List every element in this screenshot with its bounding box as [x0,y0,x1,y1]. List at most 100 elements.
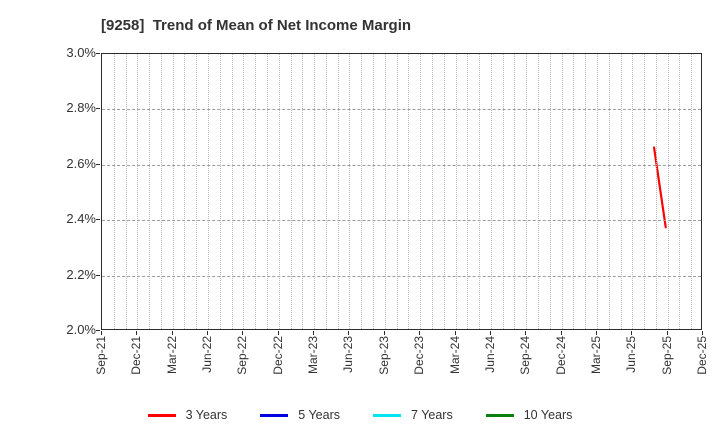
x-tick-label: Jun-22 [200,336,215,373]
gridline-vertical [549,54,551,329]
tick-mark [489,331,491,335]
x-tick-label: Mar-22 [164,336,179,375]
tick-mark [560,331,562,335]
gridline-vertical [514,54,516,329]
x-tick-label: Dec-23 [412,336,427,375]
x-tick-label: Dec-24 [553,336,568,375]
gridline-vertical [455,54,457,329]
gridline-vertical [208,54,210,329]
gridline-vertical [585,54,587,329]
gridline-vertical [538,54,540,329]
legend-label: 10 Years [523,408,573,422]
legend-item-5-years: 5 Years [260,408,340,422]
gridline-vertical [373,54,375,329]
tick-mark [136,331,138,335]
tick-mark [96,163,100,165]
tick-mark [101,331,102,335]
plot-area [101,53,702,330]
x-tick-label: Mar-23 [306,336,321,375]
tick-mark [595,331,597,335]
gridline-vertical [184,54,186,329]
legend-label: 3 Years [185,408,228,422]
tick-mark [96,53,100,54]
y-tick-label: 2.4% [66,211,96,227]
gridline-vertical [408,54,410,329]
tick-mark [525,331,527,335]
gridline-horizontal [102,275,701,277]
gridline-vertical [502,54,504,329]
gridline-vertical [113,54,115,329]
gridline-vertical [255,54,257,329]
gridline-vertical [620,54,622,329]
x-tick-label: Dec-25 [695,336,709,375]
gridline-vertical [302,54,304,329]
gridline-vertical [137,54,139,329]
legend: 3 Years 5 Years 7 Years 10 Years [0,404,720,426]
tick-mark [313,331,315,335]
gridline-vertical [644,54,646,329]
legend-line-swatch [485,413,514,417]
gridline-vertical [160,54,162,329]
tick-mark [666,331,668,335]
legend-item-10-years: 10 Years [485,408,573,422]
y-tick-label: 2.2% [66,266,96,282]
gridline-vertical [172,54,174,329]
x-tick-label: Mar-24 [447,336,462,375]
y-tick-label: 2.8% [66,100,96,116]
gridline-vertical [467,54,469,329]
tick-mark [96,330,100,331]
tick-mark [702,331,703,335]
gridline-vertical [149,54,151,329]
gridline-vertical [479,54,481,329]
tick-mark [96,219,100,221]
y-tick-label: 2.6% [66,155,96,171]
gridline-vertical [632,54,634,329]
gridline-vertical [490,54,492,329]
legend-line-swatch [147,413,176,417]
gridline-vertical [231,54,233,329]
gridline-vertical [361,54,363,329]
gridline-vertical [396,54,398,329]
gridline-vertical [196,54,198,329]
tick-mark [419,331,421,335]
x-tick-label: Jun-24 [482,336,497,373]
tick-mark [96,274,100,276]
gridline-vertical [655,54,657,329]
tick-mark [242,331,244,335]
legend-line-swatch [260,413,289,417]
legend-line-swatch [373,413,402,417]
gridline-vertical [219,54,221,329]
gridline-vertical [667,54,669,329]
gridline-vertical [596,54,598,329]
gridline-vertical [314,54,316,329]
y-tick-label: 2.0% [66,322,96,337]
gridline-vertical [420,54,422,329]
gridline-vertical [679,54,681,329]
tick-mark [631,331,633,335]
x-tick-label: Dec-22 [270,336,285,375]
tick-mark [96,108,100,110]
legend-item-3-years: 3 Years [147,408,228,422]
chart-title: [9258] Trend of Mean of Net Income Margi… [101,17,412,34]
gridline-vertical [573,54,575,329]
series-lines [652,146,667,229]
gridline-vertical [526,54,528,329]
tick-mark [454,331,456,335]
gridline-vertical [349,54,351,329]
gridline-vertical [384,54,386,329]
x-tick-label: Sep-23 [376,336,391,375]
x-tick-label: Jun-23 [341,336,356,373]
gridline-vertical [337,54,339,329]
gridline-vertical [325,54,327,329]
gridline-vertical [443,54,445,329]
tick-mark [383,331,385,335]
legend-label: 5 Years [298,408,341,422]
x-tick-label: Sep-25 [659,336,674,375]
tick-mark [207,331,209,335]
gridline-vertical [243,54,245,329]
gridline-horizontal [102,164,701,166]
x-tick-label: Mar-25 [588,336,603,375]
gridline-vertical [278,54,280,329]
gridline-vertical [608,54,610,329]
